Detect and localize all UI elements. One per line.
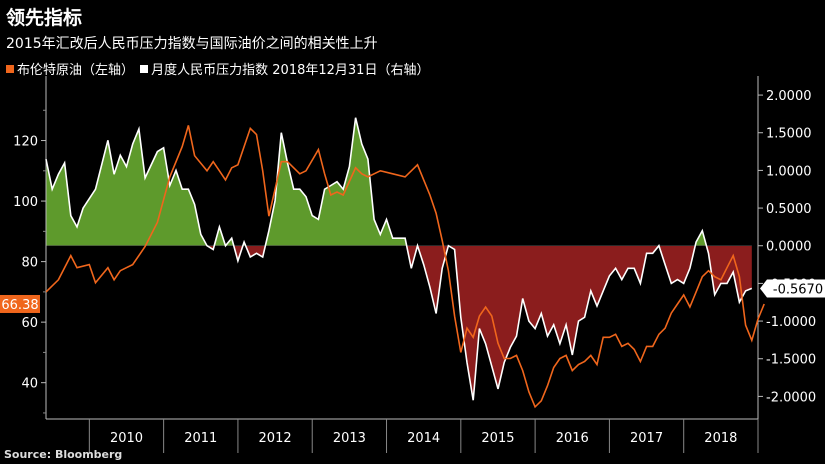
legend: 布伦特原油（左轴） 月度人民币压力指数 2018年12月31日（右轴） — [4, 59, 429, 78]
positive-area — [46, 117, 752, 246]
right-tick-label: 0.5000 — [766, 202, 812, 217]
pressure-index-line — [45, 117, 753, 401]
year-label: 2017 — [630, 431, 663, 446]
pressure-index-current-badge — [760, 279, 825, 298]
brent-oil-line — [45, 125, 765, 409]
right-tick-label: 1.0000 — [766, 164, 812, 179]
year-label: 2015 — [481, 431, 514, 446]
left-tick-label: 100 — [13, 195, 38, 210]
legend-swatch-pressure-index — [140, 65, 149, 73]
right-tick-label: 2.0000 — [766, 89, 812, 104]
oil-current-value: 66.38 — [1, 298, 38, 313]
source-note: Source: Bloomberg — [4, 448, 123, 461]
left-tick-label: 120 — [13, 135, 38, 150]
year-label: 2013 — [333, 431, 366, 446]
right-tick-label: 1.5000 — [766, 127, 812, 142]
legend-label-oil: 布伦特原油（左轴） — [17, 63, 135, 78]
chart-subtitle: 2015年汇改后人民币压力指数与国际油价之间的相关性上升 — [6, 36, 378, 52]
left-tick-label: 60 — [21, 316, 38, 331]
year-label: 2018 — [704, 431, 737, 446]
year-label: 2016 — [556, 431, 589, 446]
negative-area — [207, 245, 752, 401]
oil-current-badge — [0, 294, 40, 313]
left-tick-label: 40 — [21, 377, 38, 392]
year-label: 2012 — [259, 431, 292, 446]
right-tick-label: -2.0000 — [766, 390, 816, 405]
pressure-index-current-value: -0.5670 — [773, 282, 823, 297]
left-tick-label: 80 — [21, 256, 38, 271]
legend-swatch-oil — [6, 65, 14, 73]
right-tick-label: 0.0000 — [766, 240, 812, 255]
chart-title: 领先指标 — [6, 7, 83, 29]
right-tick-label: -1.5000 — [766, 353, 816, 368]
right-tick-label: -1.0000 — [766, 315, 816, 330]
year-label: 2014 — [407, 431, 440, 446]
legend-label-pressure-index: 月度人民币压力指数 2018年12月31日（右轴） — [151, 63, 430, 78]
year-label: 2010 — [110, 431, 143, 446]
year-label: 2011 — [184, 431, 217, 446]
